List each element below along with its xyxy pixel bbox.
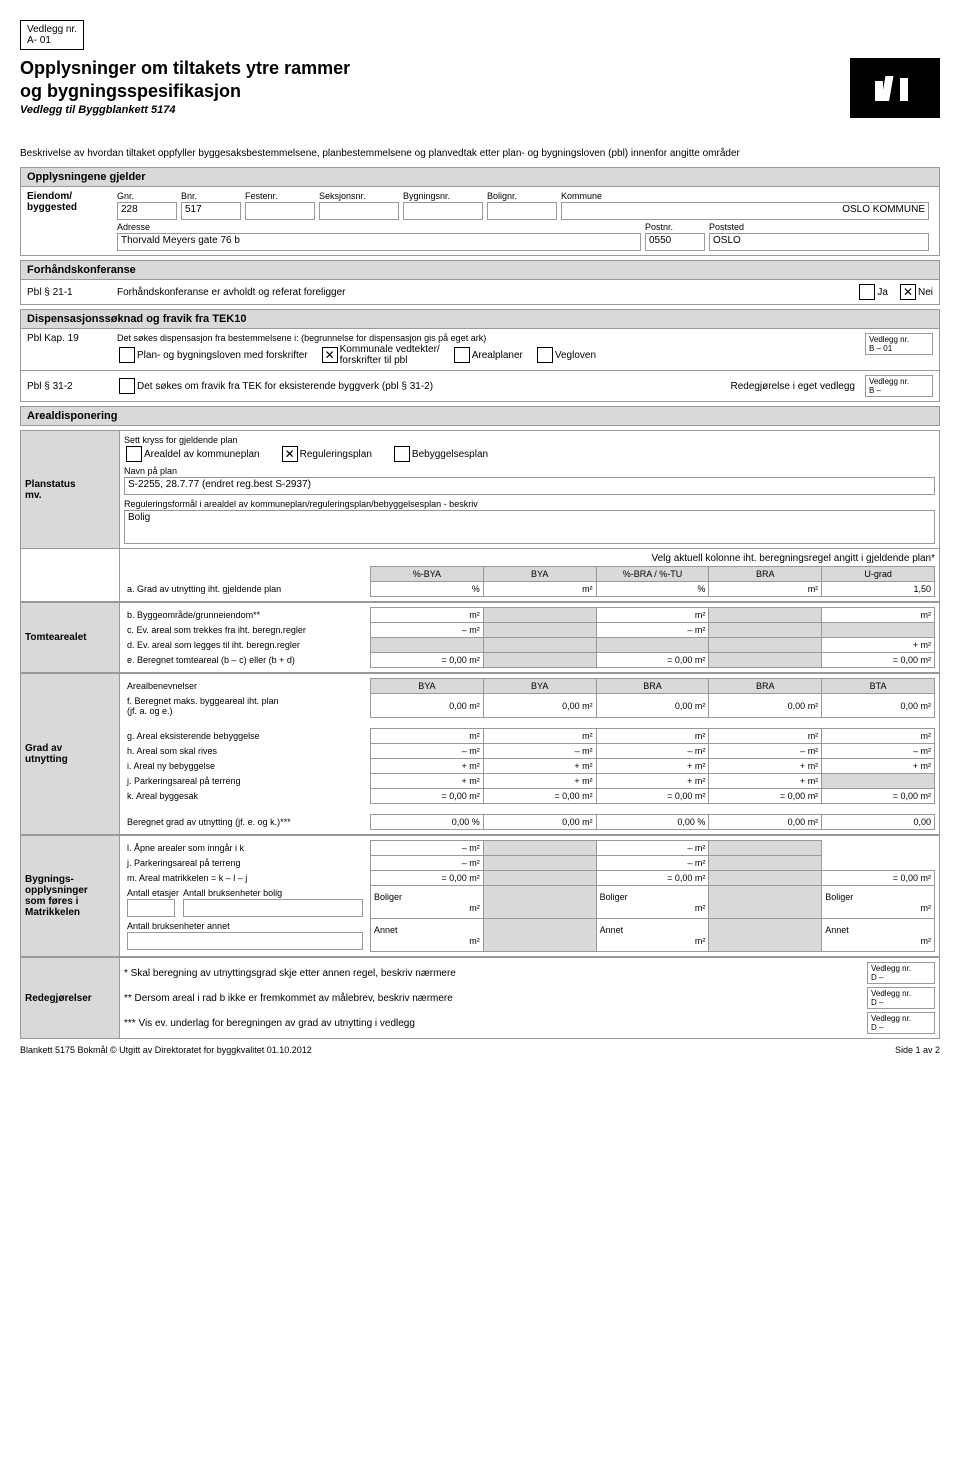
- disp-chk-3[interactable]: [454, 347, 470, 363]
- forhands-text: Forhåndskonferanse er avholdt og referat…: [117, 287, 857, 298]
- festenr-field[interactable]: [245, 202, 315, 220]
- plan-reg[interactable]: Bolig: [124, 510, 935, 544]
- row-a: a. Grad av utnytting iht. gjeldende plan: [124, 582, 371, 597]
- attachment-box: Vedlegg nr. A- 01: [20, 20, 84, 50]
- ja-label: Ja: [877, 287, 888, 298]
- pbl-312: Pbl § 31-2: [27, 381, 117, 392]
- kryss-label: Sett kryss for gjeldende plan: [124, 435, 935, 445]
- bygningsnr-field[interactable]: [403, 202, 483, 220]
- antall-bolig[interactable]: [183, 899, 363, 917]
- disp-chk-2[interactable]: [322, 347, 338, 363]
- a-prefix: A-: [27, 35, 37, 46]
- pbl-211: Pbl § 21-1: [27, 287, 117, 298]
- opplys-head: Opplysningene gjelder: [20, 167, 940, 187]
- page-title-2: og bygningsspesifikasjon: [20, 81, 350, 102]
- vedlegg-d2: Vedlegg nr.D –: [867, 987, 935, 1009]
- gnr-field[interactable]: 228: [117, 202, 177, 220]
- vedlegg-b1: Vedlegg nr.B – 01: [865, 333, 933, 355]
- seksjonsnr-field[interactable]: [319, 202, 399, 220]
- kommune-field[interactable]: OSLO KOMMUNE: [561, 202, 929, 220]
- rede-3: *** Vis ev. underlag for beregningen av …: [124, 1018, 867, 1029]
- pbl-kap19: Pbl Kap. 19: [27, 333, 117, 344]
- nei-checkbox[interactable]: [900, 284, 916, 300]
- planstatus-label: Planstatus mv.: [20, 430, 119, 549]
- plan-chk-1[interactable]: [126, 446, 142, 462]
- vedlegg-b2: Vedlegg nr.B –: [865, 375, 933, 397]
- ugrad-cell[interactable]: 1,50: [822, 582, 935, 597]
- page-title-1: Opplysninger om tiltakets ytre rammer: [20, 58, 350, 79]
- page-subtitle: Vedlegg til Byggblankett 5174: [20, 104, 350, 116]
- disp-chk-5[interactable]: [119, 378, 135, 394]
- grad-label: Grad av utnytting: [20, 673, 119, 835]
- plan-chk-2[interactable]: [282, 446, 298, 462]
- disp-opt3: Arealplaner: [472, 350, 523, 361]
- a-num: 01: [40, 35, 51, 46]
- antall-etasjer[interactable]: [127, 899, 175, 917]
- vedlegg-label: Vedlegg nr.: [27, 24, 77, 35]
- postnr-field[interactable]: 0550: [645, 233, 705, 251]
- areald-head: Arealdisponering: [20, 406, 940, 426]
- nei-label: Nei: [918, 287, 933, 298]
- disp-head: Dispensasjonssøknad og fravik fra TEK10: [20, 309, 940, 329]
- rede-label: Redegjørelser: [20, 957, 119, 1039]
- bnr-field[interactable]: 517: [181, 202, 241, 220]
- bygn-label: Bygnings- opplysninger som føres i Matri…: [20, 835, 119, 957]
- disp-opt1: Plan- og bygningsloven med forskrifter: [137, 350, 308, 361]
- ja-checkbox[interactable]: [859, 284, 875, 300]
- tomt-label: Tomtearealet: [20, 602, 119, 673]
- disp-chk-4[interactable]: [537, 347, 553, 363]
- adresse-field[interactable]: Thorvald Meyers gate 76 b: [117, 233, 641, 251]
- disp-chk-1[interactable]: [119, 347, 135, 363]
- page-description: Beskrivelse av hvordan tiltaket oppfylle…: [20, 148, 940, 159]
- footer-right: Side 1 av 2: [895, 1045, 940, 1055]
- bolignr-field[interactable]: [487, 202, 557, 220]
- forhands-head: Forhåndskonferanse: [20, 260, 940, 280]
- disp-text2: Det søkes om fravik fra TEK for eksister…: [137, 381, 730, 392]
- eiendom-label: Eiendom/ byggested: [27, 191, 117, 251]
- plan-navn[interactable]: S-2255, 28.7.77 (endret reg.best S-2937): [124, 477, 935, 495]
- antall-annet[interactable]: [127, 932, 363, 950]
- vedlegg-d1: Vedlegg nr.D –: [867, 962, 935, 984]
- disp-opt2: Kommunale vedtekter/ forskrifter til pbl: [340, 344, 440, 366]
- rede-2: ** Dersom areal i rad b ikke er fremkomm…: [124, 993, 867, 1004]
- velg-label: Velg aktuell kolonne iht. beregningsrege…: [124, 553, 935, 564]
- plan-chk-3[interactable]: [394, 446, 410, 462]
- disp-text1: Det søkes dispensasjon fra bestemmelsene…: [117, 333, 865, 343]
- disp-opt4: Vegloven: [555, 350, 596, 361]
- vedlegg-d3: Vedlegg nr.D –: [867, 1012, 935, 1034]
- rede-1: * Skal beregning av utnyttingsgrad skje …: [124, 968, 867, 979]
- footer-left: Blankett 5175 Bokmål © Utgitt av Direkto…: [20, 1045, 312, 1055]
- logo: DIREKTORATETFOR BYGGKVALITET: [850, 58, 940, 148]
- poststed-field[interactable]: OSLO: [709, 233, 929, 251]
- disp-rede: Redegjørelse i eget vedlegg: [730, 381, 855, 392]
